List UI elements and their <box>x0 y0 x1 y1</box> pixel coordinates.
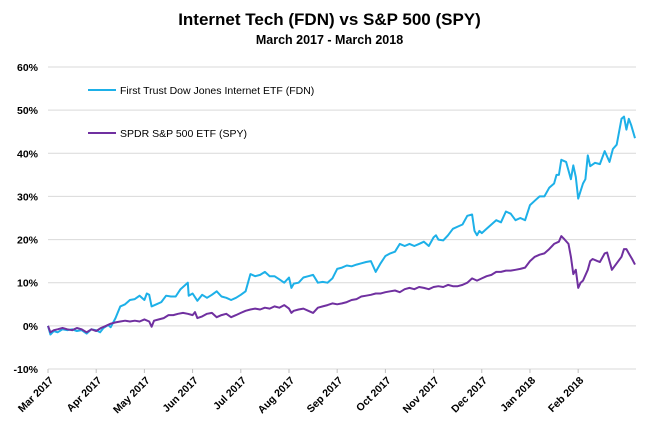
y-tick-label: 0% <box>23 321 39 333</box>
y-tick-label: 50% <box>17 105 39 117</box>
y-tick-label: 40% <box>17 148 39 160</box>
series-line-1 <box>47 235 636 334</box>
y-tick-label: 30% <box>17 191 39 203</box>
chart-title: Internet Tech (FDN) vs S&P 500 (SPY) <box>178 10 481 29</box>
x-tick-label: Dec 2017 <box>449 375 490 416</box>
x-axis-ticks: Mar 2017 Apr 2017 May 2017 Jun 2017 Jul 2017… <box>16 369 586 417</box>
x-tick-label: Jul 2017 <box>211 375 249 413</box>
x-tick-label: Jan 2018 <box>498 375 538 415</box>
x-tick-label: Feb 2018 <box>546 375 586 415</box>
x-tick-label: Jun 2017 <box>160 375 200 415</box>
x-tick-label: Aug 2017 <box>256 375 298 417</box>
y-tick-label: 20% <box>17 235 39 247</box>
y-tick-label: 10% <box>17 278 39 290</box>
x-tick-label: Oct 2017 <box>354 375 394 415</box>
legend-label-0: First Trust Dow Jones Internet ETF (FDN) <box>120 85 314 97</box>
x-tick-label: Apr 2017 <box>64 375 104 415</box>
series-lines <box>47 115 636 336</box>
x-tick-label: Sep 2017 <box>305 375 346 416</box>
x-tick-label: Nov 2017 <box>401 375 442 416</box>
chart-subtitle: March 2017 - March 2018 <box>255 33 404 47</box>
y-tick-label: -10% <box>13 364 38 376</box>
x-tick-label: May 2017 <box>111 375 153 417</box>
legend-label-1: SPDR S&P 500 ETF (SPY) <box>120 128 247 140</box>
legend: First Trust Dow Jones Internet ETF (FDN)… <box>88 85 314 140</box>
y-axis-ticks: -10% 0% 10% 20% 30% 40% 50% 60% <box>13 62 38 376</box>
series-line-0 <box>47 115 636 336</box>
x-tick-label: Mar 2017 <box>16 375 56 415</box>
y-tick-label: 60% <box>17 62 39 74</box>
gridlines <box>48 66 636 370</box>
